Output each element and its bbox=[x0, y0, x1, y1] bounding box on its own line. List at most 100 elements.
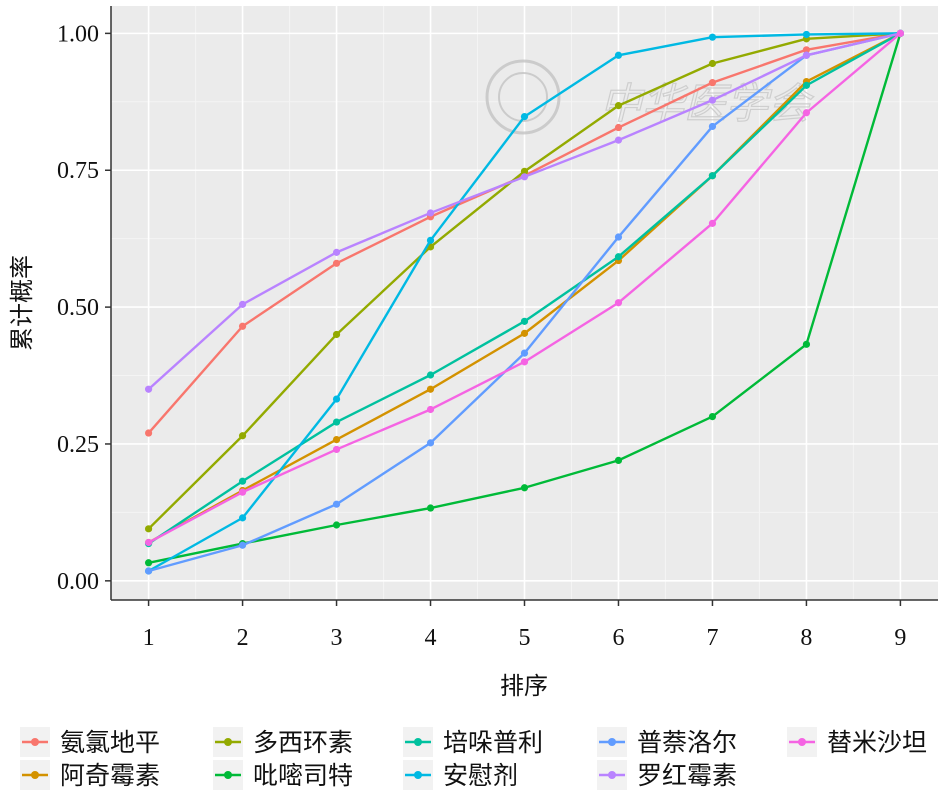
series-point bbox=[802, 109, 811, 117]
legend-item: 氨氯地平 bbox=[20, 727, 160, 757]
legend-label: 多西环素 bbox=[253, 728, 353, 757]
series-line bbox=[144, 29, 905, 547]
series-point bbox=[708, 122, 717, 131]
legend-key-point bbox=[224, 738, 232, 746]
series-point bbox=[332, 445, 341, 454]
legend-label: 阿奇霉素 bbox=[60, 761, 160, 790]
series-point bbox=[238, 477, 247, 485]
legend-label: 替米沙坦 bbox=[827, 728, 927, 757]
series-point bbox=[520, 349, 529, 357]
x-tick-label: 7 bbox=[706, 625, 718, 651]
legend-label: 罗红霉素 bbox=[637, 761, 737, 790]
series-point bbox=[520, 173, 529, 181]
series-point bbox=[614, 136, 623, 144]
series-point bbox=[614, 123, 623, 132]
legend-key-point bbox=[224, 771, 232, 779]
series-point bbox=[426, 371, 435, 379]
series-point bbox=[426, 385, 435, 393]
series-point bbox=[238, 514, 247, 522]
series-point bbox=[238, 488, 247, 496]
legend-item: 罗红霉素 bbox=[597, 760, 737, 790]
series-point bbox=[238, 300, 247, 308]
series-point bbox=[614, 233, 623, 241]
series-point bbox=[802, 46, 811, 54]
y-tick-label: 0.00 bbox=[57, 569, 99, 595]
series-point bbox=[520, 112, 529, 121]
series-point bbox=[332, 259, 341, 267]
series-point bbox=[802, 30, 811, 39]
series-point bbox=[708, 96, 717, 104]
series-point bbox=[426, 209, 435, 217]
series-point bbox=[144, 538, 153, 547]
series-point bbox=[896, 29, 905, 37]
legend-label: 安慰剂 bbox=[443, 761, 518, 790]
legend-key-point bbox=[798, 738, 806, 746]
x-tick-label: 5 bbox=[519, 625, 531, 651]
series-point bbox=[332, 418, 341, 426]
series-point bbox=[332, 521, 341, 529]
series-point bbox=[426, 504, 435, 512]
x-tick-label: 9 bbox=[894, 625, 906, 651]
series-point bbox=[614, 456, 623, 464]
y-tick-label: 1.00 bbox=[57, 21, 99, 47]
series-point bbox=[238, 432, 247, 440]
legend-label: 培哚普利 bbox=[443, 728, 543, 757]
series-point bbox=[520, 329, 529, 337]
x-tick-label: 3 bbox=[331, 625, 343, 651]
legend-label: 普萘洛尔 bbox=[637, 728, 737, 757]
series-point bbox=[426, 439, 435, 447]
legend-key-point bbox=[414, 738, 422, 746]
legend-item: 培哚普利 bbox=[403, 727, 543, 757]
series-point bbox=[802, 340, 811, 348]
legend-key-point bbox=[31, 738, 39, 746]
x-axis-title: 排序 bbox=[500, 672, 548, 700]
legend-key-point bbox=[414, 771, 422, 779]
series-point bbox=[332, 330, 341, 339]
series-point bbox=[144, 525, 153, 533]
series-point bbox=[238, 541, 247, 549]
series-point bbox=[614, 253, 623, 261]
series-point bbox=[144, 567, 153, 575]
series-point bbox=[238, 322, 247, 330]
series-point bbox=[708, 59, 717, 68]
series-point bbox=[708, 172, 717, 180]
series-point bbox=[802, 51, 811, 59]
series-point bbox=[614, 299, 623, 307]
legend-key-point bbox=[608, 738, 616, 746]
series-point bbox=[520, 358, 529, 366]
series-point bbox=[708, 33, 717, 41]
legend-item: 替米沙坦 bbox=[787, 727, 927, 757]
series-lines bbox=[144, 29, 905, 575]
x-tick-label: 6 bbox=[612, 625, 624, 651]
series-point bbox=[520, 484, 529, 492]
x-tick-label: 2 bbox=[237, 625, 249, 651]
watermark-seal-icon bbox=[485, 59, 561, 135]
y-axis-title: 累计概率 bbox=[8, 255, 36, 351]
y-tick-label: 0.75 bbox=[57, 158, 99, 184]
legend-item: 多西环素 bbox=[213, 727, 353, 757]
legend-key-point bbox=[31, 771, 39, 779]
series-point bbox=[144, 429, 153, 437]
series-point bbox=[520, 317, 529, 325]
legend-key-point bbox=[608, 771, 616, 779]
legend-item: 吡嘧司特 bbox=[213, 760, 353, 790]
series-point bbox=[614, 102, 623, 110]
series-point bbox=[426, 236, 435, 244]
series-point bbox=[144, 385, 153, 393]
series-point bbox=[520, 167, 529, 175]
x-tick-label: 4 bbox=[425, 625, 437, 651]
y-tick-label: 0.50 bbox=[57, 295, 99, 321]
series-point bbox=[802, 81, 811, 89]
watermark-seal-inner-icon bbox=[498, 72, 548, 122]
legend-label: 氨氯地平 bbox=[60, 728, 160, 757]
series-point bbox=[614, 51, 623, 59]
legend-label: 吡嘧司特 bbox=[253, 761, 353, 790]
y-tick-label: 0.25 bbox=[57, 432, 99, 458]
series-point bbox=[708, 79, 717, 87]
legend-item: 安慰剂 bbox=[403, 760, 518, 790]
x-tick-label: 8 bbox=[800, 625, 812, 651]
series-point bbox=[332, 500, 341, 508]
series-point bbox=[332, 435, 341, 444]
series-point bbox=[332, 248, 341, 256]
legend-item: 阿奇霉素 bbox=[20, 760, 160, 790]
